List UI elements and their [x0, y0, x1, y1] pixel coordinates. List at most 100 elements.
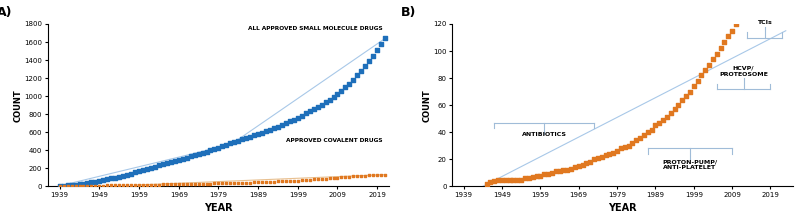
Point: [185, 182, 197, 186]
Point: [375, 173, 388, 177]
Point: [699, 68, 712, 72]
Point: [212, 182, 225, 185]
Point: [618, 145, 631, 149]
Point: [331, 93, 344, 96]
Point: [375, 42, 388, 46]
Point: [256, 180, 268, 184]
Point: [304, 178, 316, 182]
Point: [630, 139, 642, 142]
Point: [519, 177, 531, 180]
Point: [645, 128, 658, 131]
Point: [93, 179, 105, 183]
Point: [507, 178, 520, 181]
Text: ALL APPROVED SMALL MOLECULE DRUGS: ALL APPROVED SMALL MOLECULE DRUGS: [248, 26, 382, 31]
Point: [721, 34, 734, 38]
Point: [200, 150, 213, 153]
Point: [145, 166, 157, 170]
Point: [236, 138, 248, 141]
Point: [729, 22, 742, 26]
Point: [240, 136, 252, 140]
Point: [77, 182, 89, 185]
Point: [343, 175, 356, 178]
Point: [197, 182, 209, 185]
Point: [683, 90, 696, 93]
Point: [129, 183, 141, 187]
Point: [165, 160, 177, 164]
Point: [54, 184, 66, 188]
Point: [177, 157, 189, 160]
Point: [634, 136, 646, 139]
Point: [248, 181, 260, 184]
Point: [339, 175, 352, 179]
Point: [312, 177, 324, 181]
Point: [343, 82, 356, 85]
Point: [137, 183, 149, 187]
Point: [169, 159, 181, 163]
Point: [193, 152, 205, 156]
Point: [351, 174, 364, 178]
Point: [232, 181, 244, 185]
Point: [113, 184, 125, 187]
Point: [161, 183, 173, 186]
Point: [733, 17, 746, 20]
Point: [741, 6, 753, 9]
Point: [66, 184, 78, 188]
Point: [316, 177, 328, 181]
Point: [89, 180, 101, 183]
Point: [121, 183, 133, 187]
Point: [312, 105, 324, 109]
Point: [280, 122, 292, 125]
Point: [546, 171, 559, 175]
Point: [212, 146, 225, 149]
Point: [121, 173, 133, 176]
Point: [680, 94, 693, 97]
Point: [264, 180, 276, 184]
Point: [101, 178, 113, 181]
Point: [141, 183, 153, 186]
Point: [363, 59, 376, 63]
Text: PROTON-PUMP/
ANTI-PLATELET: PROTON-PUMP/ ANTI-PLATELET: [662, 159, 718, 170]
Point: [335, 176, 348, 179]
Point: [530, 174, 543, 177]
Point: [244, 135, 256, 138]
Point: [189, 182, 201, 185]
Point: [181, 156, 193, 159]
Point: [331, 176, 344, 179]
Point: [248, 134, 260, 137]
Point: [595, 155, 608, 158]
Point: [695, 74, 708, 77]
Point: [101, 184, 113, 187]
Point: [93, 184, 105, 187]
Point: [240, 181, 252, 184]
Point: [296, 178, 308, 182]
Point: [197, 151, 209, 155]
Point: [204, 182, 217, 185]
Point: [499, 178, 512, 181]
Point: [288, 118, 300, 121]
Point: [542, 172, 555, 176]
Point: [149, 165, 161, 168]
Point: [491, 178, 504, 181]
Point: [327, 95, 340, 99]
Point: [129, 171, 141, 174]
Point: [292, 116, 304, 119]
Point: [606, 151, 619, 154]
Point: [534, 174, 547, 177]
Point: [603, 152, 616, 156]
Point: [70, 184, 82, 188]
Point: [252, 132, 264, 136]
Point: [580, 162, 593, 165]
Point: [339, 85, 352, 89]
Point: [77, 184, 89, 188]
Point: [105, 184, 117, 187]
Point: [141, 167, 153, 171]
Point: [538, 172, 551, 176]
Point: [323, 98, 336, 101]
Point: [702, 63, 715, 66]
Point: [272, 125, 284, 129]
Point: [347, 175, 360, 178]
Text: A): A): [0, 6, 12, 19]
X-axis label: YEAR: YEAR: [204, 203, 233, 214]
Point: [125, 183, 137, 187]
Point: [363, 174, 376, 177]
